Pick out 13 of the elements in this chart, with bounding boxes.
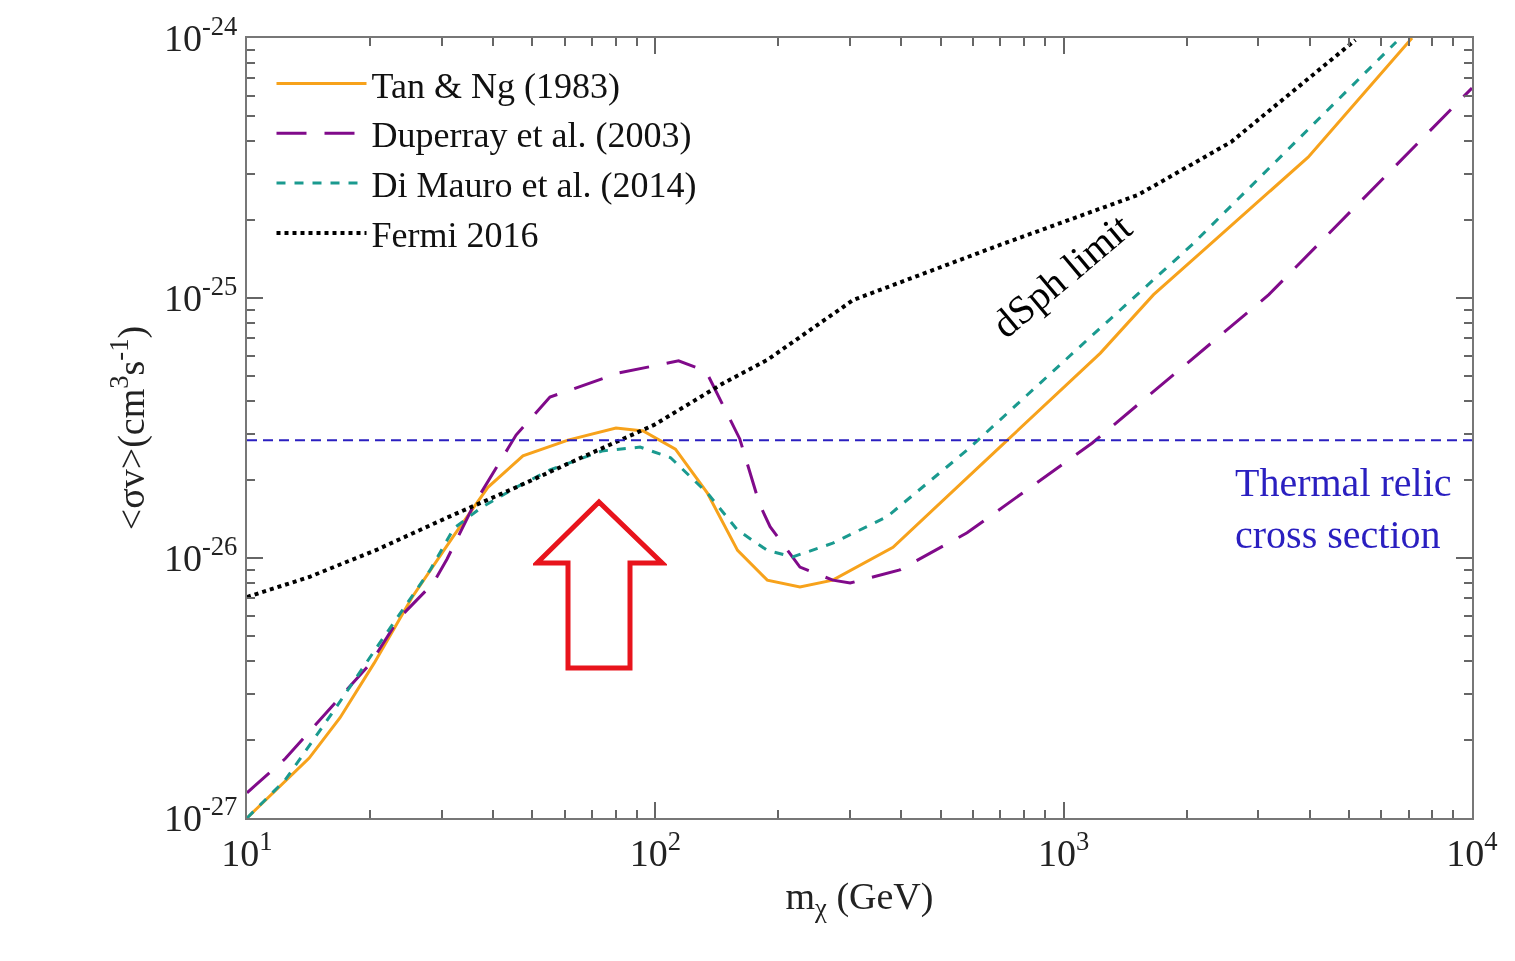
legend-label: Di Mauro et al. (2014) xyxy=(371,165,697,206)
legend-label: Tan & Ng (1983) xyxy=(371,65,620,106)
y-tick-label: 10$^{-24}$ xyxy=(163,11,238,60)
x-tick-label: 10$^{4}$ xyxy=(1446,825,1498,874)
ref-line-label: Thermal relic cross section xyxy=(1235,460,1452,557)
annotation: dSph limit xyxy=(982,204,1141,347)
x-tick-label: 10$^{3}$ xyxy=(1038,825,1090,874)
x-axis-title: m$_{χ}$ (GeV) xyxy=(785,875,934,924)
x-tick-label: 10$^{2}$ xyxy=(629,825,681,874)
legend-label: Fermi 2016 xyxy=(371,214,539,255)
y-tick-label: 10$^{-25}$ xyxy=(163,271,238,320)
y-tick-label: 10$^{-26}$ xyxy=(163,531,238,580)
legend-label: Duperray et al. (2003) xyxy=(371,115,692,156)
